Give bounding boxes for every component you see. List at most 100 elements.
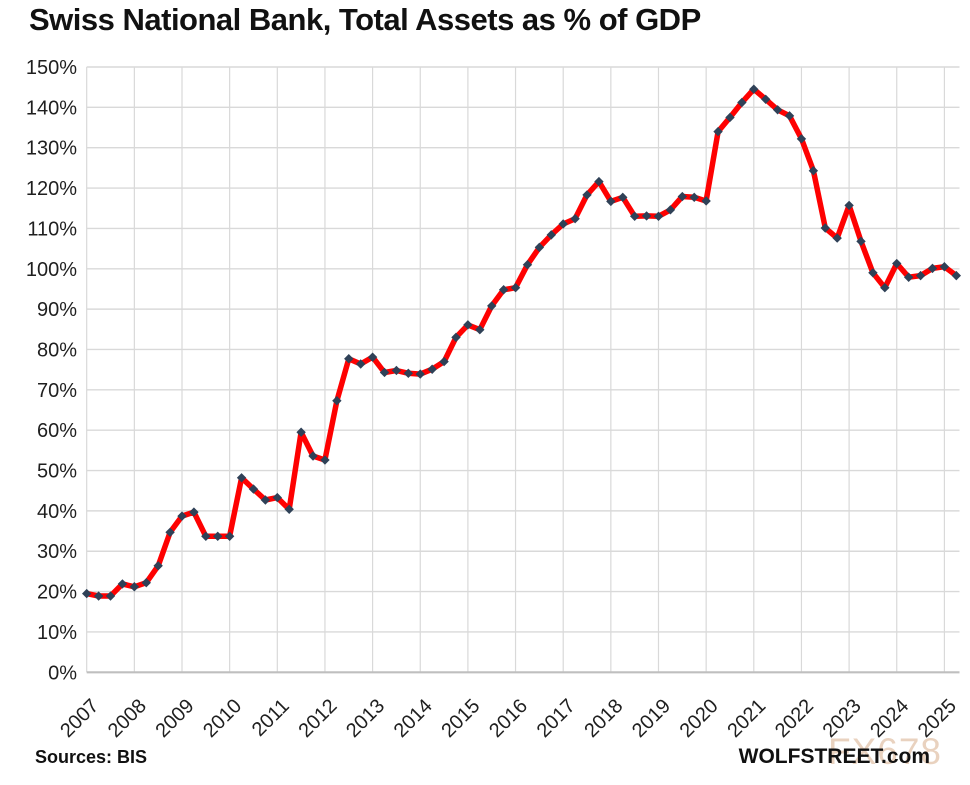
data-point-marker (701, 196, 711, 206)
chart-canvas: 0% 10% 20% 30% 40% 50% 60% 70% 80% 90% 100% 110% 120… (26, 57, 962, 742)
data-point-marker (927, 263, 938, 274)
x-tick-label: 2010 (199, 695, 246, 742)
x-tick-label: 2013 (342, 695, 389, 742)
data-point-marker (451, 332, 461, 343)
y-tick-label: 110% (27, 218, 77, 240)
data-point-marker (498, 285, 509, 295)
data-point-marker (129, 582, 140, 592)
data-point-marker (82, 588, 92, 599)
data-point-marker (606, 196, 616, 207)
data-point-marker (546, 230, 556, 240)
x-tick-label: 2019 (628, 695, 675, 742)
y-tick-label: 40% (37, 501, 77, 523)
data-point-marker (153, 561, 163, 571)
data-point-marker (737, 97, 747, 108)
watermark-fx678: FX678 (827, 731, 942, 772)
data-point-marker (558, 219, 568, 229)
data-point-marker (903, 272, 914, 282)
x-tick-label: 2020 (676, 695, 723, 742)
data-point-marker (582, 190, 592, 200)
data-point-marker (522, 260, 533, 270)
x-tick-label: 2015 (437, 695, 484, 742)
data-point-marker (653, 211, 664, 222)
data-point-marker (475, 325, 485, 335)
series-line (83, 86, 960, 599)
data-point-marker (332, 396, 342, 406)
data-point-marker (892, 258, 902, 269)
y-tick-label: 80% (37, 339, 77, 361)
data-point-marker (105, 591, 116, 601)
data-point-marker (367, 352, 378, 362)
y-tick-label: 140% (26, 97, 77, 119)
data-point-marker (880, 283, 890, 293)
data-point-marker (141, 578, 151, 588)
data-point-marker (224, 531, 235, 542)
data-point-marker (725, 112, 735, 123)
y-tick-label: 70% (37, 380, 77, 402)
y-tick-label: 60% (37, 420, 77, 442)
data-point-marker (379, 367, 390, 378)
data-point-marker (761, 94, 771, 104)
data-point-marker (749, 84, 759, 94)
x-tick-label: 2012 (294, 695, 341, 742)
data-point-marker (427, 364, 437, 374)
data-point-marker (177, 511, 187, 521)
x-tick-label: 2018 (580, 695, 627, 742)
data-point-marker (296, 427, 306, 437)
data-point-marker (248, 484, 259, 494)
data-point-marker (189, 507, 199, 517)
y-tick-label: 150% (26, 57, 77, 79)
data-point-marker (439, 356, 449, 367)
data-point-marker (117, 579, 128, 589)
data-point-marker (796, 134, 807, 144)
y-tick-label: 0% (48, 662, 77, 684)
data-point-marker (868, 268, 878, 278)
data-point-marker (510, 283, 521, 293)
data-point-marker (355, 359, 366, 369)
x-tick-label: 2007 (56, 695, 103, 742)
y-tick-label: 20% (37, 582, 77, 604)
x-tick-label: 2014 (390, 695, 437, 742)
data-point-marker (844, 200, 854, 211)
data-point-marker (201, 531, 211, 542)
data-point-marker (939, 262, 950, 272)
x-tick-label: 2022 (771, 695, 818, 742)
data-point-marker (618, 192, 628, 203)
data-point-marker (165, 527, 175, 537)
data-point-marker (856, 236, 866, 247)
x-tick-label: 2021 (723, 695, 770, 742)
data-point-marker (463, 320, 473, 330)
chart-title: Swiss National Bank, Total Assets as % o… (29, 2, 701, 37)
y-tick-label: 50% (37, 461, 77, 483)
data-point-marker (534, 242, 545, 253)
data-point-marker (808, 166, 819, 176)
data-point-marker (344, 354, 354, 364)
y-tick-label: 130% (26, 138, 77, 160)
data-point-marker (391, 365, 402, 376)
wolfstreet-credit: WOLFSTREET.com (738, 745, 930, 768)
data-point-marker (832, 233, 842, 243)
source-note: Sources: BIS (35, 747, 148, 767)
data-point-marker (951, 270, 962, 281)
data-point-marker (213, 531, 223, 542)
data-point-marker (403, 368, 414, 378)
data-point-marker (260, 495, 271, 505)
data-point-marker (415, 369, 425, 379)
data-point-marker (272, 492, 282, 503)
data-point-marker (820, 223, 830, 233)
y-tick-label: 90% (37, 299, 77, 321)
data-point-marker (772, 105, 783, 115)
data-point-marker (308, 451, 318, 461)
data-point-marker (594, 176, 604, 187)
data-point-marker (784, 111, 795, 121)
x-tick-label: 2009 (152, 695, 199, 742)
y-tick-label: 10% (37, 622, 77, 644)
x-tick-label: 2017 (533, 695, 580, 742)
data-point-marker (677, 191, 688, 202)
data-point-marker (93, 591, 104, 601)
y-tick-label: 120% (26, 178, 77, 200)
data-point-marker (629, 211, 640, 222)
data-point-marker (236, 473, 247, 483)
data-point-marker (284, 504, 294, 514)
x-tick-label: 2011 (248, 695, 294, 741)
